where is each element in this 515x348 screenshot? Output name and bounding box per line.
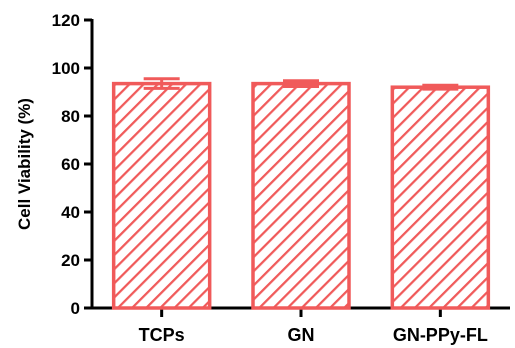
x-tick-label: GN-PPy-FL — [393, 325, 488, 345]
y-tick-label: 120 — [52, 11, 80, 30]
y-axis-title: Cell Viability (%) — [15, 98, 34, 230]
y-tick-label: 0 — [71, 299, 80, 318]
x-tick-label: TCPs — [139, 325, 185, 345]
bar — [251, 81, 351, 310]
y-tick-label: 20 — [61, 251, 80, 270]
x-axis: TCPs GN GN-PPy-FL — [91, 306, 510, 345]
error-bars-group — [143, 77, 459, 91]
y-tick-label: 40 — [61, 203, 80, 222]
bars-group — [111, 81, 491, 310]
y-tick-label: 100 — [52, 59, 80, 78]
bar — [111, 81, 212, 310]
y-tick-label: 60 — [61, 155, 80, 174]
y-tick-label: 80 — [61, 107, 80, 126]
x-tick-label: GN — [288, 325, 315, 345]
bar — [390, 85, 491, 310]
y-axis: 0 20 40 60 80 100 120 — [52, 11, 94, 318]
